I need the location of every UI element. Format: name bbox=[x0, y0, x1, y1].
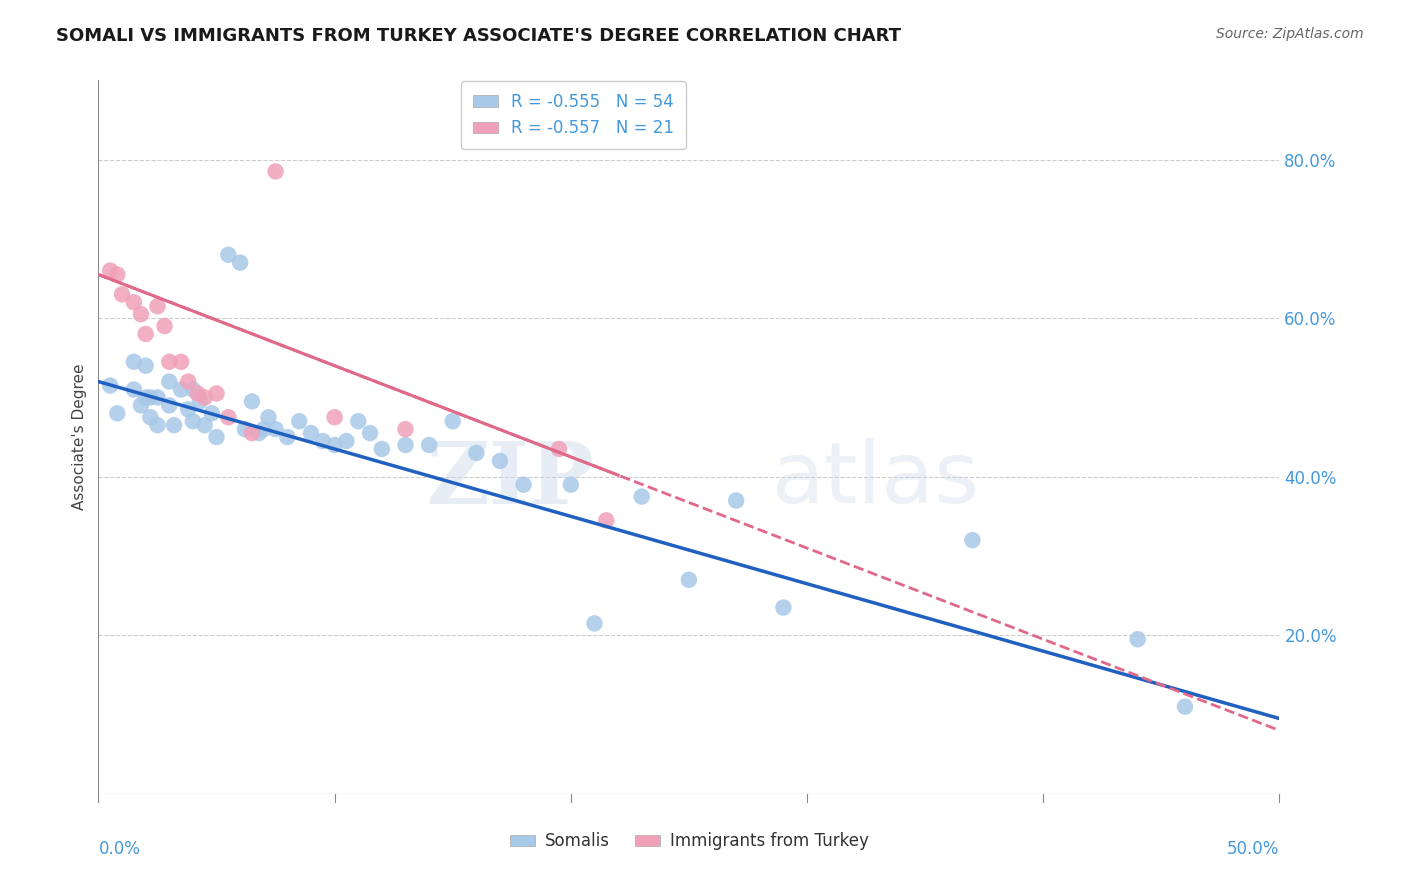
Point bbox=[264, 164, 287, 178]
Point bbox=[188, 394, 211, 409]
Point bbox=[98, 263, 121, 277]
Text: atlas: atlas bbox=[772, 438, 980, 522]
Point bbox=[139, 391, 162, 405]
Point bbox=[122, 295, 145, 310]
Point bbox=[772, 600, 794, 615]
Point bbox=[560, 477, 582, 491]
Point bbox=[725, 493, 748, 508]
Point bbox=[139, 410, 162, 425]
Point bbox=[276, 430, 298, 444]
Point bbox=[217, 248, 239, 262]
Point bbox=[1126, 632, 1149, 647]
Point bbox=[157, 398, 180, 412]
Point bbox=[194, 418, 217, 433]
Point bbox=[323, 438, 346, 452]
Point bbox=[312, 434, 335, 448]
Text: Source: ZipAtlas.com: Source: ZipAtlas.com bbox=[1216, 27, 1364, 41]
Point bbox=[371, 442, 394, 456]
Point bbox=[105, 406, 128, 420]
Text: ZIP: ZIP bbox=[426, 438, 595, 522]
Point bbox=[233, 422, 256, 436]
Point bbox=[146, 299, 169, 313]
Legend: Somalis, Immigrants from Turkey: Somalis, Immigrants from Turkey bbox=[503, 826, 875, 857]
Point bbox=[163, 418, 186, 433]
Point bbox=[122, 383, 145, 397]
Point bbox=[583, 616, 606, 631]
Point bbox=[335, 434, 357, 448]
Point bbox=[129, 398, 152, 412]
Point bbox=[170, 383, 193, 397]
Point bbox=[678, 573, 700, 587]
Point bbox=[441, 414, 464, 428]
Point bbox=[135, 359, 157, 373]
Point bbox=[288, 414, 311, 428]
Point bbox=[247, 426, 270, 441]
Point bbox=[135, 391, 157, 405]
Point bbox=[394, 438, 416, 452]
Text: 0.0%: 0.0% bbox=[98, 840, 141, 858]
Point bbox=[465, 446, 488, 460]
Point bbox=[962, 533, 984, 548]
Point bbox=[157, 375, 180, 389]
Point bbox=[135, 326, 157, 341]
Point bbox=[177, 375, 200, 389]
Point bbox=[240, 394, 263, 409]
Point bbox=[98, 378, 121, 392]
Point bbox=[253, 422, 276, 436]
Point bbox=[201, 406, 224, 420]
Text: SOMALI VS IMMIGRANTS FROM TURKEY ASSOCIATE'S DEGREE CORRELATION CHART: SOMALI VS IMMIGRANTS FROM TURKEY ASSOCIA… bbox=[56, 27, 901, 45]
Point bbox=[229, 255, 252, 269]
Y-axis label: Associate's Degree: Associate's Degree bbox=[72, 364, 87, 510]
Point bbox=[489, 454, 512, 468]
Point bbox=[105, 268, 128, 282]
Point bbox=[205, 386, 228, 401]
Point bbox=[418, 438, 440, 452]
Point bbox=[359, 426, 381, 441]
Point bbox=[177, 402, 200, 417]
Point bbox=[146, 418, 169, 433]
Point bbox=[240, 426, 263, 441]
Point bbox=[323, 410, 346, 425]
Point bbox=[111, 287, 134, 301]
Point bbox=[205, 430, 228, 444]
Point bbox=[157, 355, 180, 369]
Point bbox=[146, 391, 169, 405]
Point bbox=[181, 383, 204, 397]
Point bbox=[299, 426, 322, 441]
Point bbox=[548, 442, 571, 456]
Point bbox=[153, 319, 176, 334]
Text: 50.0%: 50.0% bbox=[1227, 840, 1279, 858]
Point bbox=[187, 386, 209, 401]
Point bbox=[512, 477, 534, 491]
Point bbox=[181, 414, 204, 428]
Point bbox=[1174, 699, 1197, 714]
Point bbox=[129, 307, 152, 321]
Point bbox=[217, 410, 239, 425]
Point bbox=[194, 391, 217, 405]
Point bbox=[122, 355, 145, 369]
Point bbox=[170, 355, 193, 369]
Point bbox=[394, 422, 416, 436]
Point bbox=[595, 513, 617, 527]
Point bbox=[347, 414, 370, 428]
Point bbox=[257, 410, 280, 425]
Point bbox=[630, 490, 652, 504]
Point bbox=[264, 422, 287, 436]
